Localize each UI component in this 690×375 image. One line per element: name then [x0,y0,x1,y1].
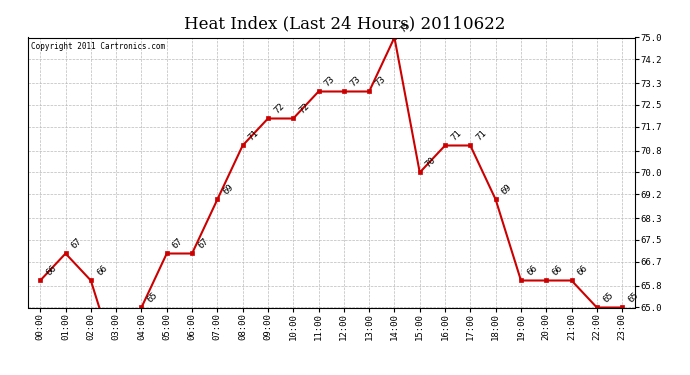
Text: 73: 73 [323,75,337,89]
Text: 66: 66 [575,264,590,278]
Text: 67: 67 [70,237,83,251]
Text: 66: 66 [95,264,109,278]
Text: 65: 65 [627,291,640,305]
Text: 69: 69 [500,183,514,197]
Text: 71: 71 [475,129,489,143]
Text: 63: 63 [0,374,1,375]
Text: 72: 72 [272,102,286,116]
Text: 67: 67 [196,237,210,251]
Text: 70: 70 [424,156,438,170]
Text: 72: 72 [297,102,311,116]
Text: 66: 66 [525,264,539,278]
Text: 66: 66 [44,264,59,278]
Text: 69: 69 [221,183,235,197]
Text: 73: 73 [348,75,362,89]
Text: 71: 71 [247,129,261,143]
Text: Heat Index (Last 24 Hours) 20110622: Heat Index (Last 24 Hours) 20110622 [184,15,506,32]
Text: 67: 67 [171,237,185,251]
Text: Copyright 2011 Cartronics.com: Copyright 2011 Cartronics.com [30,42,165,51]
Text: 65: 65 [601,291,615,305]
Text: 66: 66 [551,264,564,278]
Text: 65: 65 [146,291,159,305]
Text: 75: 75 [399,21,413,35]
Text: 73: 73 [373,75,387,89]
Text: 71: 71 [449,129,463,143]
